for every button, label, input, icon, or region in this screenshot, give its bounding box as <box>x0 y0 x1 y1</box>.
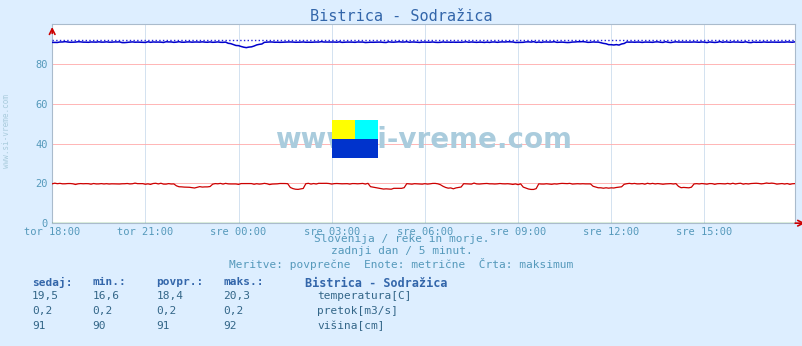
Text: Meritve: povprečne  Enote: metrične  Črta: maksimum: Meritve: povprečne Enote: metrične Črta:… <box>229 258 573 270</box>
Text: povpr.:: povpr.: <box>156 277 204 287</box>
Text: min.:: min.: <box>92 277 126 287</box>
Text: 91: 91 <box>32 321 46 331</box>
Text: www.si-vreme.com: www.si-vreme.com <box>2 94 11 169</box>
Text: temperatura[C]: temperatura[C] <box>317 291 411 301</box>
Text: 19,5: 19,5 <box>32 291 59 301</box>
Text: zadnji dan / 5 minut.: zadnji dan / 5 minut. <box>330 246 472 256</box>
Text: 0,2: 0,2 <box>32 306 52 316</box>
Polygon shape <box>331 120 354 139</box>
Text: www.si-vreme.com: www.si-vreme.com <box>275 126 571 154</box>
Text: Bistrica - Sodražica: Bistrica - Sodražica <box>310 9 492 24</box>
Text: 0,2: 0,2 <box>92 306 112 316</box>
Text: 0,2: 0,2 <box>223 306 243 316</box>
Text: 92: 92 <box>223 321 237 331</box>
Text: Bistrica - Sodražica: Bistrica - Sodražica <box>305 277 447 290</box>
Text: 91: 91 <box>156 321 170 331</box>
Text: 18,4: 18,4 <box>156 291 184 301</box>
Text: 16,6: 16,6 <box>92 291 119 301</box>
Text: višina[cm]: višina[cm] <box>317 321 384 331</box>
Text: pretok[m3/s]: pretok[m3/s] <box>317 306 398 316</box>
Text: 0,2: 0,2 <box>156 306 176 316</box>
Text: Slovenija / reke in morje.: Slovenija / reke in morje. <box>314 234 488 244</box>
Text: 20,3: 20,3 <box>223 291 250 301</box>
Text: 90: 90 <box>92 321 106 331</box>
Polygon shape <box>354 120 378 139</box>
Text: maks.:: maks.: <box>223 277 263 287</box>
Text: sedaj:: sedaj: <box>32 277 72 288</box>
Polygon shape <box>331 139 378 157</box>
